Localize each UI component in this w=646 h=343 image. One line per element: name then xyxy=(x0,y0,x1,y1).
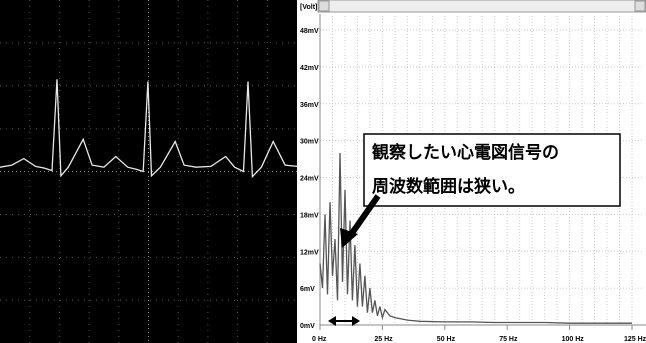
scrollbar[interactable] xyxy=(318,0,646,12)
y-tick-label: 30mV xyxy=(300,139,319,146)
scroll-right[interactable] xyxy=(635,1,645,11)
annotation: 観察したい心電図信号の xyxy=(372,142,559,163)
y-axis-label: [Volt] xyxy=(300,4,317,11)
x-tick-label: 75 Hz xyxy=(499,336,518,343)
page: {"chart_data": [ {"type": "line", "x": [… xyxy=(0,0,646,343)
x-tick-label: 50 Hz xyxy=(437,336,456,343)
y-tick-label: 12mV xyxy=(300,249,319,256)
y-tick-label: 24mV xyxy=(300,176,319,183)
x-tick-label: 0 Hz xyxy=(312,336,327,343)
annotation: 周波数範囲は狭い。 xyxy=(372,176,525,197)
y-tick-label: 6mV xyxy=(300,286,315,293)
x-tick-label: 125 Hz xyxy=(624,336,646,343)
x-tick-label: 100 Hz xyxy=(562,336,585,343)
y-tick-label: 42mV xyxy=(300,65,319,72)
x-tick-label: 25 Hz xyxy=(374,336,393,343)
y-tick-label: 18mV xyxy=(300,212,319,219)
y-tick-label: 0mV xyxy=(300,323,315,330)
screen: [Volt] 0mV 6mV 12mV 18mV 24mV 30mV 36mV 42mV 48m… xyxy=(0,0,646,343)
y-tick-label: 36mV xyxy=(300,102,319,109)
y-tick-label: 48mV xyxy=(300,28,319,35)
scroll-left[interactable] xyxy=(319,1,329,11)
